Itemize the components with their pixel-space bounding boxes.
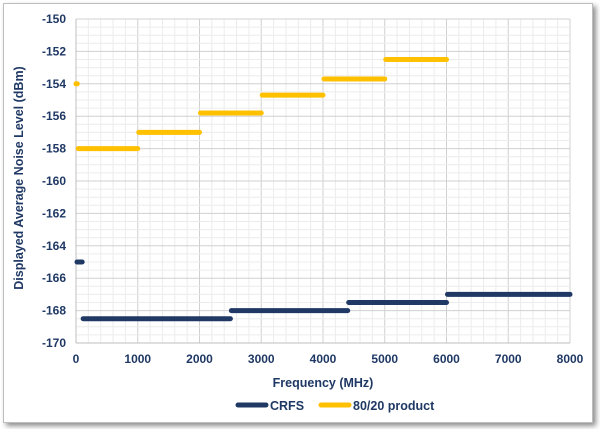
x-tick-label: 3000 [248,352,275,366]
series-1 [73,57,449,152]
legend: CRFS 80/20 product [235,399,435,413]
y-tick-label: -162 [42,206,66,220]
x-axis-title: Frequency (MHz) [273,376,374,390]
y-axis-ticks: -150 -152 -154 -156 -158 -160 -162 -164 -166 -168… [42,12,66,350]
y-tick-label: -168 [42,304,66,318]
y-tick-label: -158 [42,142,66,156]
x-tick-label: 2000 [186,352,213,366]
grid [75,18,571,344]
legend-label-8020: 80/20 product [353,399,435,413]
y-tick-label: -166 [42,271,66,285]
y-tick-label: -150 [42,12,66,26]
x-tick-label: 5000 [371,352,398,366]
x-tick-label: 6000 [433,352,460,366]
y-tick-label: -164 [42,239,66,253]
x-axis-ticks: 0 1000 2000 3000 4000 5000 6000 7000 8000 [73,352,584,366]
x-tick-label: 8000 [557,352,584,366]
legend-label-crfs: CRFS [270,399,304,413]
x-tick-label: 0 [73,352,80,366]
series-0 [74,259,573,322]
y-tick-label: -170 [42,336,66,350]
y-tick-label: -160 [42,174,66,188]
x-tick-label: 4000 [310,352,337,366]
y-tick-label: -156 [42,109,66,123]
x-tick-label: 7000 [495,352,522,366]
x-tick-label: 1000 [124,352,151,366]
y-axis-title: Displayed Average Noise Level (dBm) [12,66,26,289]
series-lines [73,57,573,322]
y-tick-label: -152 [42,44,66,58]
y-tick-label: -154 [42,77,66,91]
